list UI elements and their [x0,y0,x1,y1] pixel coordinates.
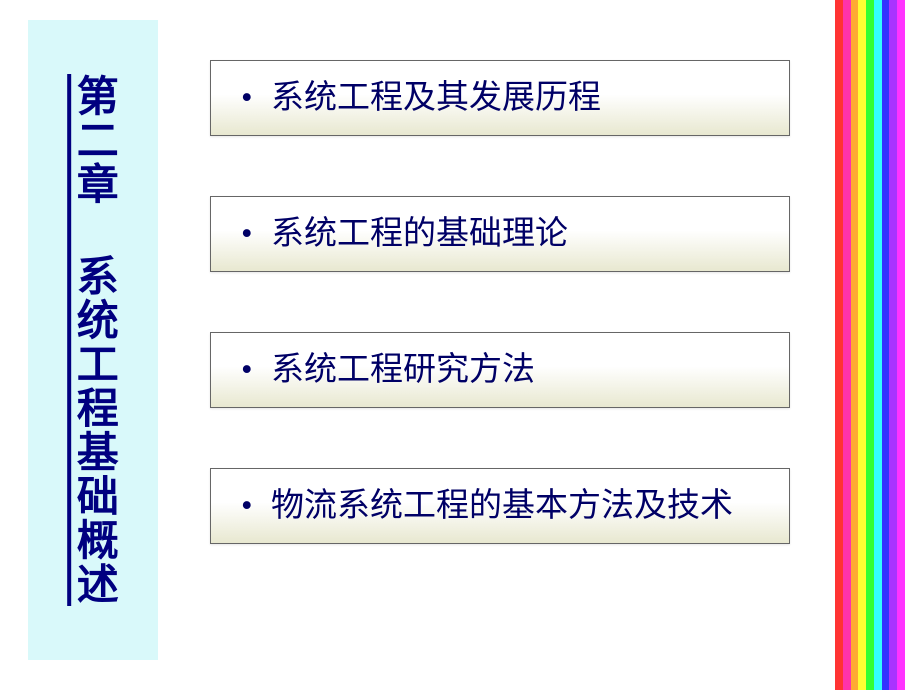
stripe-4 [858,0,866,690]
topic-text-1: 系统工程及其发展历程 [241,75,769,121]
stripe-7 [882,0,890,690]
stripe-1 [835,0,843,690]
slide-container: 第二章 系统工程基础概述 系统工程及其发展历程 系统工程的基础理论 系统工程研究… [0,0,920,690]
stripe-2 [843,0,851,690]
stripe-8 [889,0,897,690]
stripe-6 [874,0,882,690]
topic-box-1: 系统工程及其发展历程 [210,60,790,136]
rainbow-decoration [835,0,905,690]
topic-box-3: 系统工程研究方法 [210,332,790,408]
topic-text-2: 系统工程的基础理论 [241,211,769,257]
topic-box-2: 系统工程的基础理论 [210,196,790,272]
stripe-9 [897,0,905,690]
stripe-3 [851,0,859,690]
chapter-title: 第二章 系统工程基础概述 [68,74,118,606]
chapter-title-box: 第二章 系统工程基础概述 [28,20,158,660]
topic-box-4: 物流系统工程的基本方法及技术 [210,468,790,544]
topic-text-3: 系统工程研究方法 [241,347,769,393]
stripe-5 [866,0,874,690]
topic-text-4: 物流系统工程的基本方法及技术 [241,483,769,529]
